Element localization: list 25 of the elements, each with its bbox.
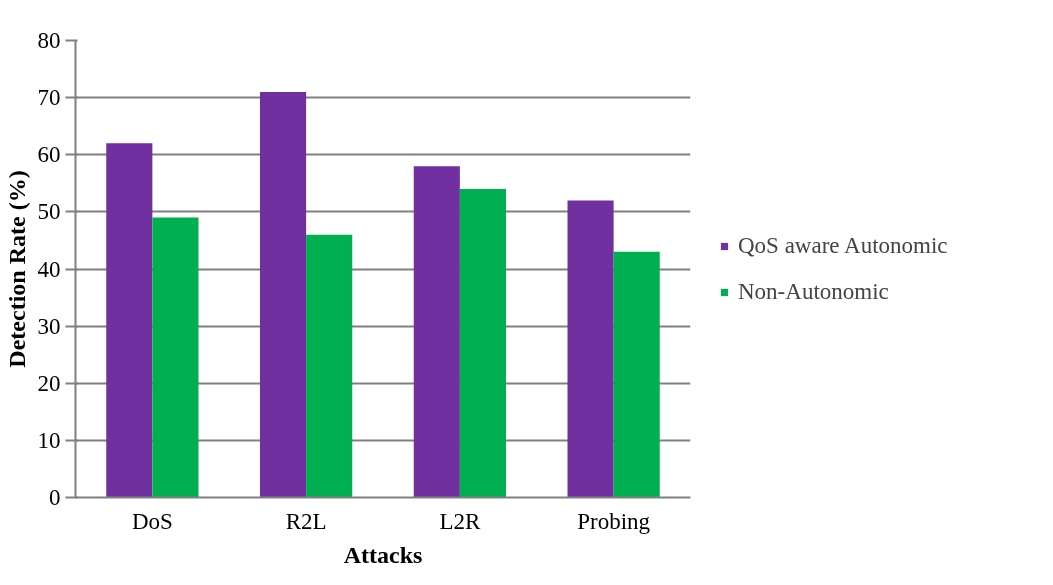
bar bbox=[152, 217, 199, 498]
y-tick-label: 0 bbox=[49, 485, 61, 510]
y-tick-label: 70 bbox=[37, 85, 61, 111]
x-tick-label: R2L bbox=[285, 508, 327, 534]
x-tick-label: DoS bbox=[131, 508, 173, 534]
y-tick-label: 50 bbox=[37, 199, 61, 225]
bar bbox=[106, 143, 153, 498]
y-tick-label: 40 bbox=[37, 256, 61, 282]
bar bbox=[306, 234, 353, 498]
bar bbox=[613, 251, 660, 498]
y-tick-label: 60 bbox=[37, 142, 61, 168]
legend-label: QoS aware Autonomic bbox=[738, 232, 948, 259]
y-tick-label: 30 bbox=[37, 313, 61, 339]
bar bbox=[413, 166, 460, 498]
y-tick-label: 10 bbox=[37, 427, 61, 453]
bar bbox=[260, 91, 307, 498]
y-tick-label: 20 bbox=[37, 370, 61, 396]
y-tick-label: 80 bbox=[37, 28, 61, 53]
legend-label: Non-Autonomic bbox=[738, 278, 889, 305]
bar bbox=[567, 200, 614, 498]
x-tick-label: L2R bbox=[439, 508, 481, 534]
y-axis-title: Detection Rate (%) bbox=[3, 170, 30, 368]
x-axis-title: Attacks bbox=[343, 541, 423, 568]
x-tick-label: Probing bbox=[577, 508, 651, 534]
bar bbox=[459, 189, 506, 498]
